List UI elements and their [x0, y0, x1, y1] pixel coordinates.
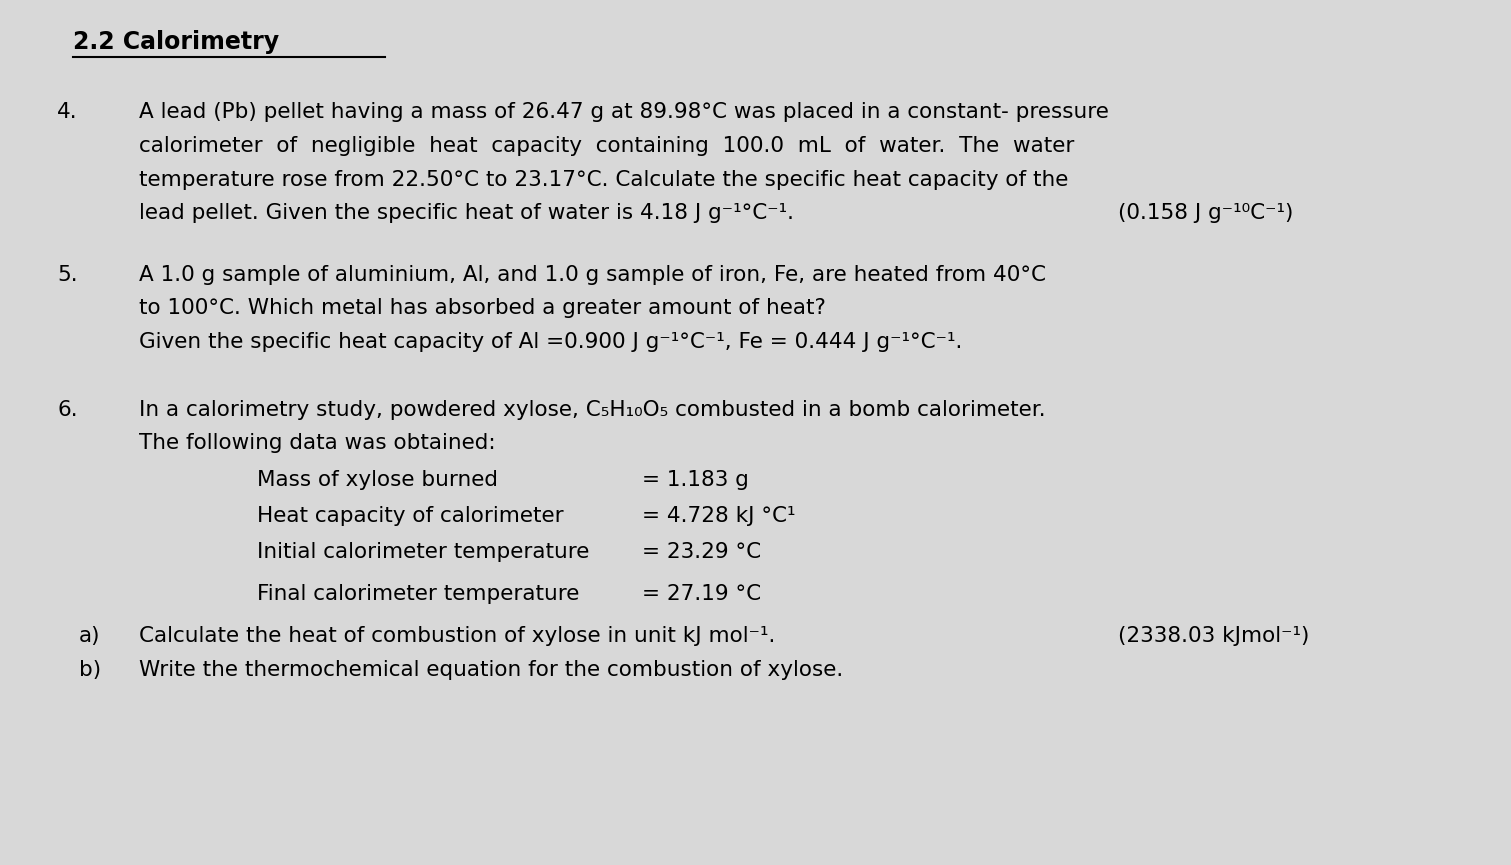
Text: Heat capacity of calorimeter: Heat capacity of calorimeter [257, 506, 564, 526]
Text: temperature rose from 22.50°C to 23.17°C. Calculate the specific heat capacity o: temperature rose from 22.50°C to 23.17°C… [139, 170, 1068, 189]
Text: Calculate the heat of combustion of xylose in unit kJ mol⁻¹.: Calculate the heat of combustion of xylo… [139, 626, 775, 646]
Text: 6.: 6. [57, 400, 79, 420]
Text: Mass of xylose burned: Mass of xylose burned [257, 470, 497, 490]
Text: 4.: 4. [57, 102, 79, 122]
Text: The following data was obtained:: The following data was obtained: [139, 433, 496, 453]
Text: A 1.0 g sample of aluminium, Al, and 1.0 g sample of iron, Fe, are heated from 4: A 1.0 g sample of aluminium, Al, and 1.0… [139, 265, 1046, 285]
Text: a): a) [79, 626, 100, 646]
Text: = 4.728 kJ °C¹: = 4.728 kJ °C¹ [642, 506, 796, 526]
Text: A lead (Pb) pellet having a mass of 26.47 g at 89.98°C was placed in a constant-: A lead (Pb) pellet having a mass of 26.4… [139, 102, 1109, 122]
Text: = 27.19 °C: = 27.19 °C [642, 584, 762, 604]
Text: 5.: 5. [57, 265, 79, 285]
Text: = 1.183 g: = 1.183 g [642, 470, 749, 490]
Text: = 23.29 °C: = 23.29 °C [642, 542, 762, 562]
Text: to 100°C. Which metal has absorbed a greater amount of heat?: to 100°C. Which metal has absorbed a gre… [139, 298, 827, 318]
Text: b): b) [79, 660, 101, 680]
Text: calorimeter  of  negligible  heat  capacity  containing  100.0  mL  of  water.  : calorimeter of negligible heat capacity … [139, 136, 1074, 156]
Text: Final calorimeter temperature: Final calorimeter temperature [257, 584, 579, 604]
Text: lead pellet. Given the specific heat of water is 4.18 J g⁻¹°C⁻¹.: lead pellet. Given the specific heat of … [139, 203, 793, 223]
Text: Given the specific heat capacity of Al =0.900 J g⁻¹°C⁻¹, Fe = 0.444 J g⁻¹°C⁻¹.: Given the specific heat capacity of Al =… [139, 332, 963, 352]
Text: (2338.03 kJmol⁻¹): (2338.03 kJmol⁻¹) [1118, 626, 1310, 646]
Text: Write the thermochemical equation for the combustion of xylose.: Write the thermochemical equation for th… [139, 660, 843, 680]
Text: Initial calorimeter temperature: Initial calorimeter temperature [257, 542, 589, 562]
Text: In a calorimetry study, powdered xylose, C₅H₁₀O₅ combusted in a bomb calorimeter: In a calorimetry study, powdered xylose,… [139, 400, 1046, 420]
Text: 2.2 Calorimetry: 2.2 Calorimetry [73, 30, 278, 54]
Text: (0.158 J g⁻¹⁰C⁻¹): (0.158 J g⁻¹⁰C⁻¹) [1118, 203, 1293, 223]
